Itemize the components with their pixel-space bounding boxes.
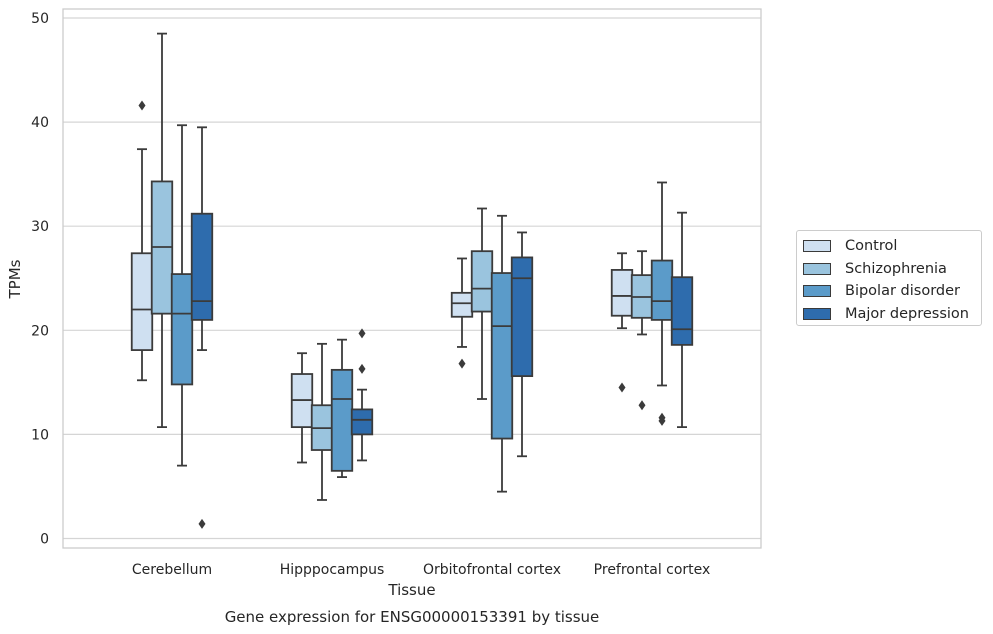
outlier-point [638,400,646,411]
box-schizophrenia [150,32,174,429]
iqr-box [190,212,214,321]
iqr-box [130,252,154,351]
y-tick-label: 50 [31,11,49,27]
legend-item-schizophrenia: Schizophrenia [803,258,981,281]
y-tick-label: 40 [31,115,49,131]
legend-label-major-depression: Major depression [845,305,969,322]
legend-label-schizophrenia: Schizophrenia [845,260,947,277]
y-tick-label: 0 [40,532,49,548]
plot-frame [62,8,762,549]
tick-layer: 0 10 20 30 40 50 Cerebellum Hipppocampus Orbitof… [31,11,710,578]
box-schizophrenia [310,342,334,501]
legend-item-major-depression: Major depression [803,303,981,326]
outlier-point [358,363,366,374]
legend-swatch-control [803,240,831,253]
iqr-box [450,291,474,318]
box-bipolar-disorder [650,181,674,426]
x-tick-label: Hipppocampus [280,562,385,578]
y-axis-label: TPMs [6,259,24,299]
iqr-box [170,273,194,386]
iqr-box [350,408,374,436]
legend-item-control: Control [803,235,981,258]
outlier-point [138,100,146,111]
y-tick-label: 10 [31,427,49,443]
box-schizophrenia [470,207,494,400]
outlier-point [658,415,666,426]
box-bipolar-disorder [170,124,194,467]
box-control [610,252,634,393]
legend-item-bipolar-disorder: Bipolar disorder [803,280,981,303]
y-tick-label: 20 [31,323,49,339]
box-major-depression [350,328,374,462]
box-bipolar-disorder [490,214,514,493]
outlier-point [458,358,466,369]
legend: Control Schizophrenia Bipolar disorder M… [796,230,982,326]
y-tick-label: 30 [31,219,49,235]
box-major-depression [510,231,534,458]
box-major-depression [190,126,214,529]
iqr-box [670,276,694,346]
iqr-box [650,259,674,321]
box-control [130,100,154,382]
box-bipolar-disorder [330,338,354,478]
iqr-box [470,250,494,313]
box-layer [130,32,694,529]
legend-swatch-bipolar-disorder [803,285,831,298]
outlier-point [618,382,626,393]
box-major-depression [670,211,694,429]
iqr-box [490,272,514,440]
outlier-point [198,518,206,529]
outlier-point [358,328,366,339]
iqr-box [510,256,534,378]
x-tick-label: Prefrontal cortex [594,562,711,578]
legend-swatch-schizophrenia [803,262,831,275]
x-tick-label: Cerebellum [132,562,212,578]
box-control [450,257,474,369]
legend-label-control: Control [845,238,898,255]
chart-caption: Gene expression for ENSG00000153391 by t… [225,608,600,626]
x-axis-label: Tissue [387,581,435,599]
legend-label-bipolar-disorder: Bipolar disorder [845,283,960,300]
box-control [290,352,314,464]
iqr-box [330,368,354,472]
legend-swatch-major-depression [803,307,831,320]
x-tick-label: Orbitofrontal cortex [423,562,561,578]
iqr-box [610,269,634,317]
